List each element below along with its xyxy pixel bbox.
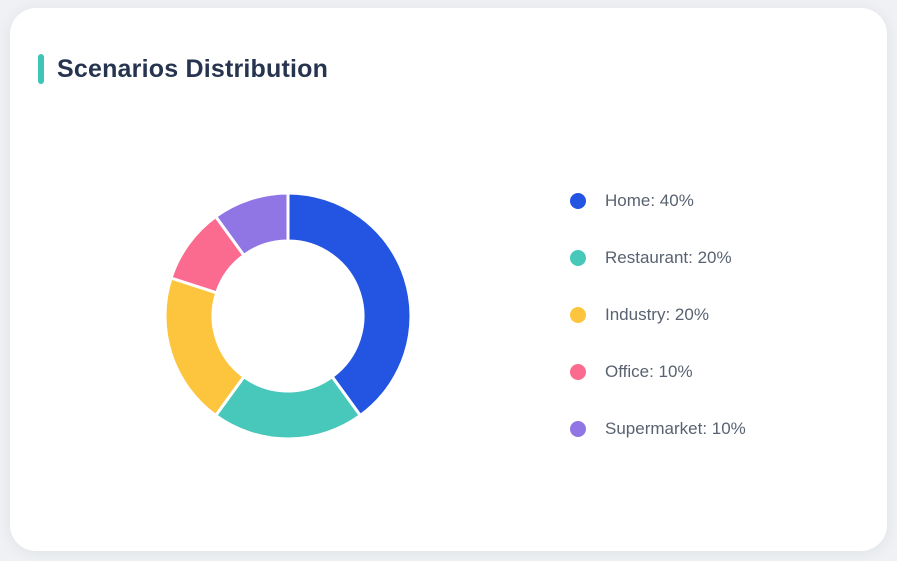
chart-legend: Home: 40% Restaurant: 20% Industry: 20% Off…	[570, 192, 746, 477]
page-title: Scenarios Distribution	[57, 54, 329, 83]
donut-slice-home[interactable]	[286, 191, 413, 418]
legend-label: Industry: 20%	[605, 305, 709, 324]
card-header: Scenarios Distribution	[38, 54, 328, 84]
legend-label: Home: 40%	[605, 191, 694, 210]
donut-chart	[158, 186, 418, 446]
title-accent-bar	[38, 54, 44, 84]
legend-swatch-restaurant	[570, 249, 586, 266]
legend-swatch-home	[570, 192, 586, 209]
legend-swatch-office	[570, 363, 586, 380]
donut-slice-industry[interactable]	[163, 276, 246, 418]
legend-item-industry[interactable]: Industry: 20%	[570, 306, 746, 323]
legend-item-supermarket[interactable]: Supermarket: 10%	[570, 420, 746, 437]
scenarios-distribution-card: Scenarios Distribution Home: 40% Restaura…	[10, 8, 887, 551]
donut-chart-svg	[163, 191, 413, 441]
legend-label: Office: 10%	[605, 362, 693, 381]
legend-item-restaurant[interactable]: Restaurant: 20%	[570, 249, 746, 266]
legend-label: Restaurant: 20%	[605, 248, 732, 267]
legend-swatch-industry	[570, 306, 586, 323]
donut-slice-supermarket[interactable]	[214, 191, 290, 257]
legend-swatch-supermarket	[570, 420, 586, 437]
legend-item-office[interactable]: Office: 10%	[570, 363, 746, 380]
legend-label: Supermarket: 10%	[605, 419, 746, 438]
legend-item-home[interactable]: Home: 40%	[570, 192, 746, 209]
